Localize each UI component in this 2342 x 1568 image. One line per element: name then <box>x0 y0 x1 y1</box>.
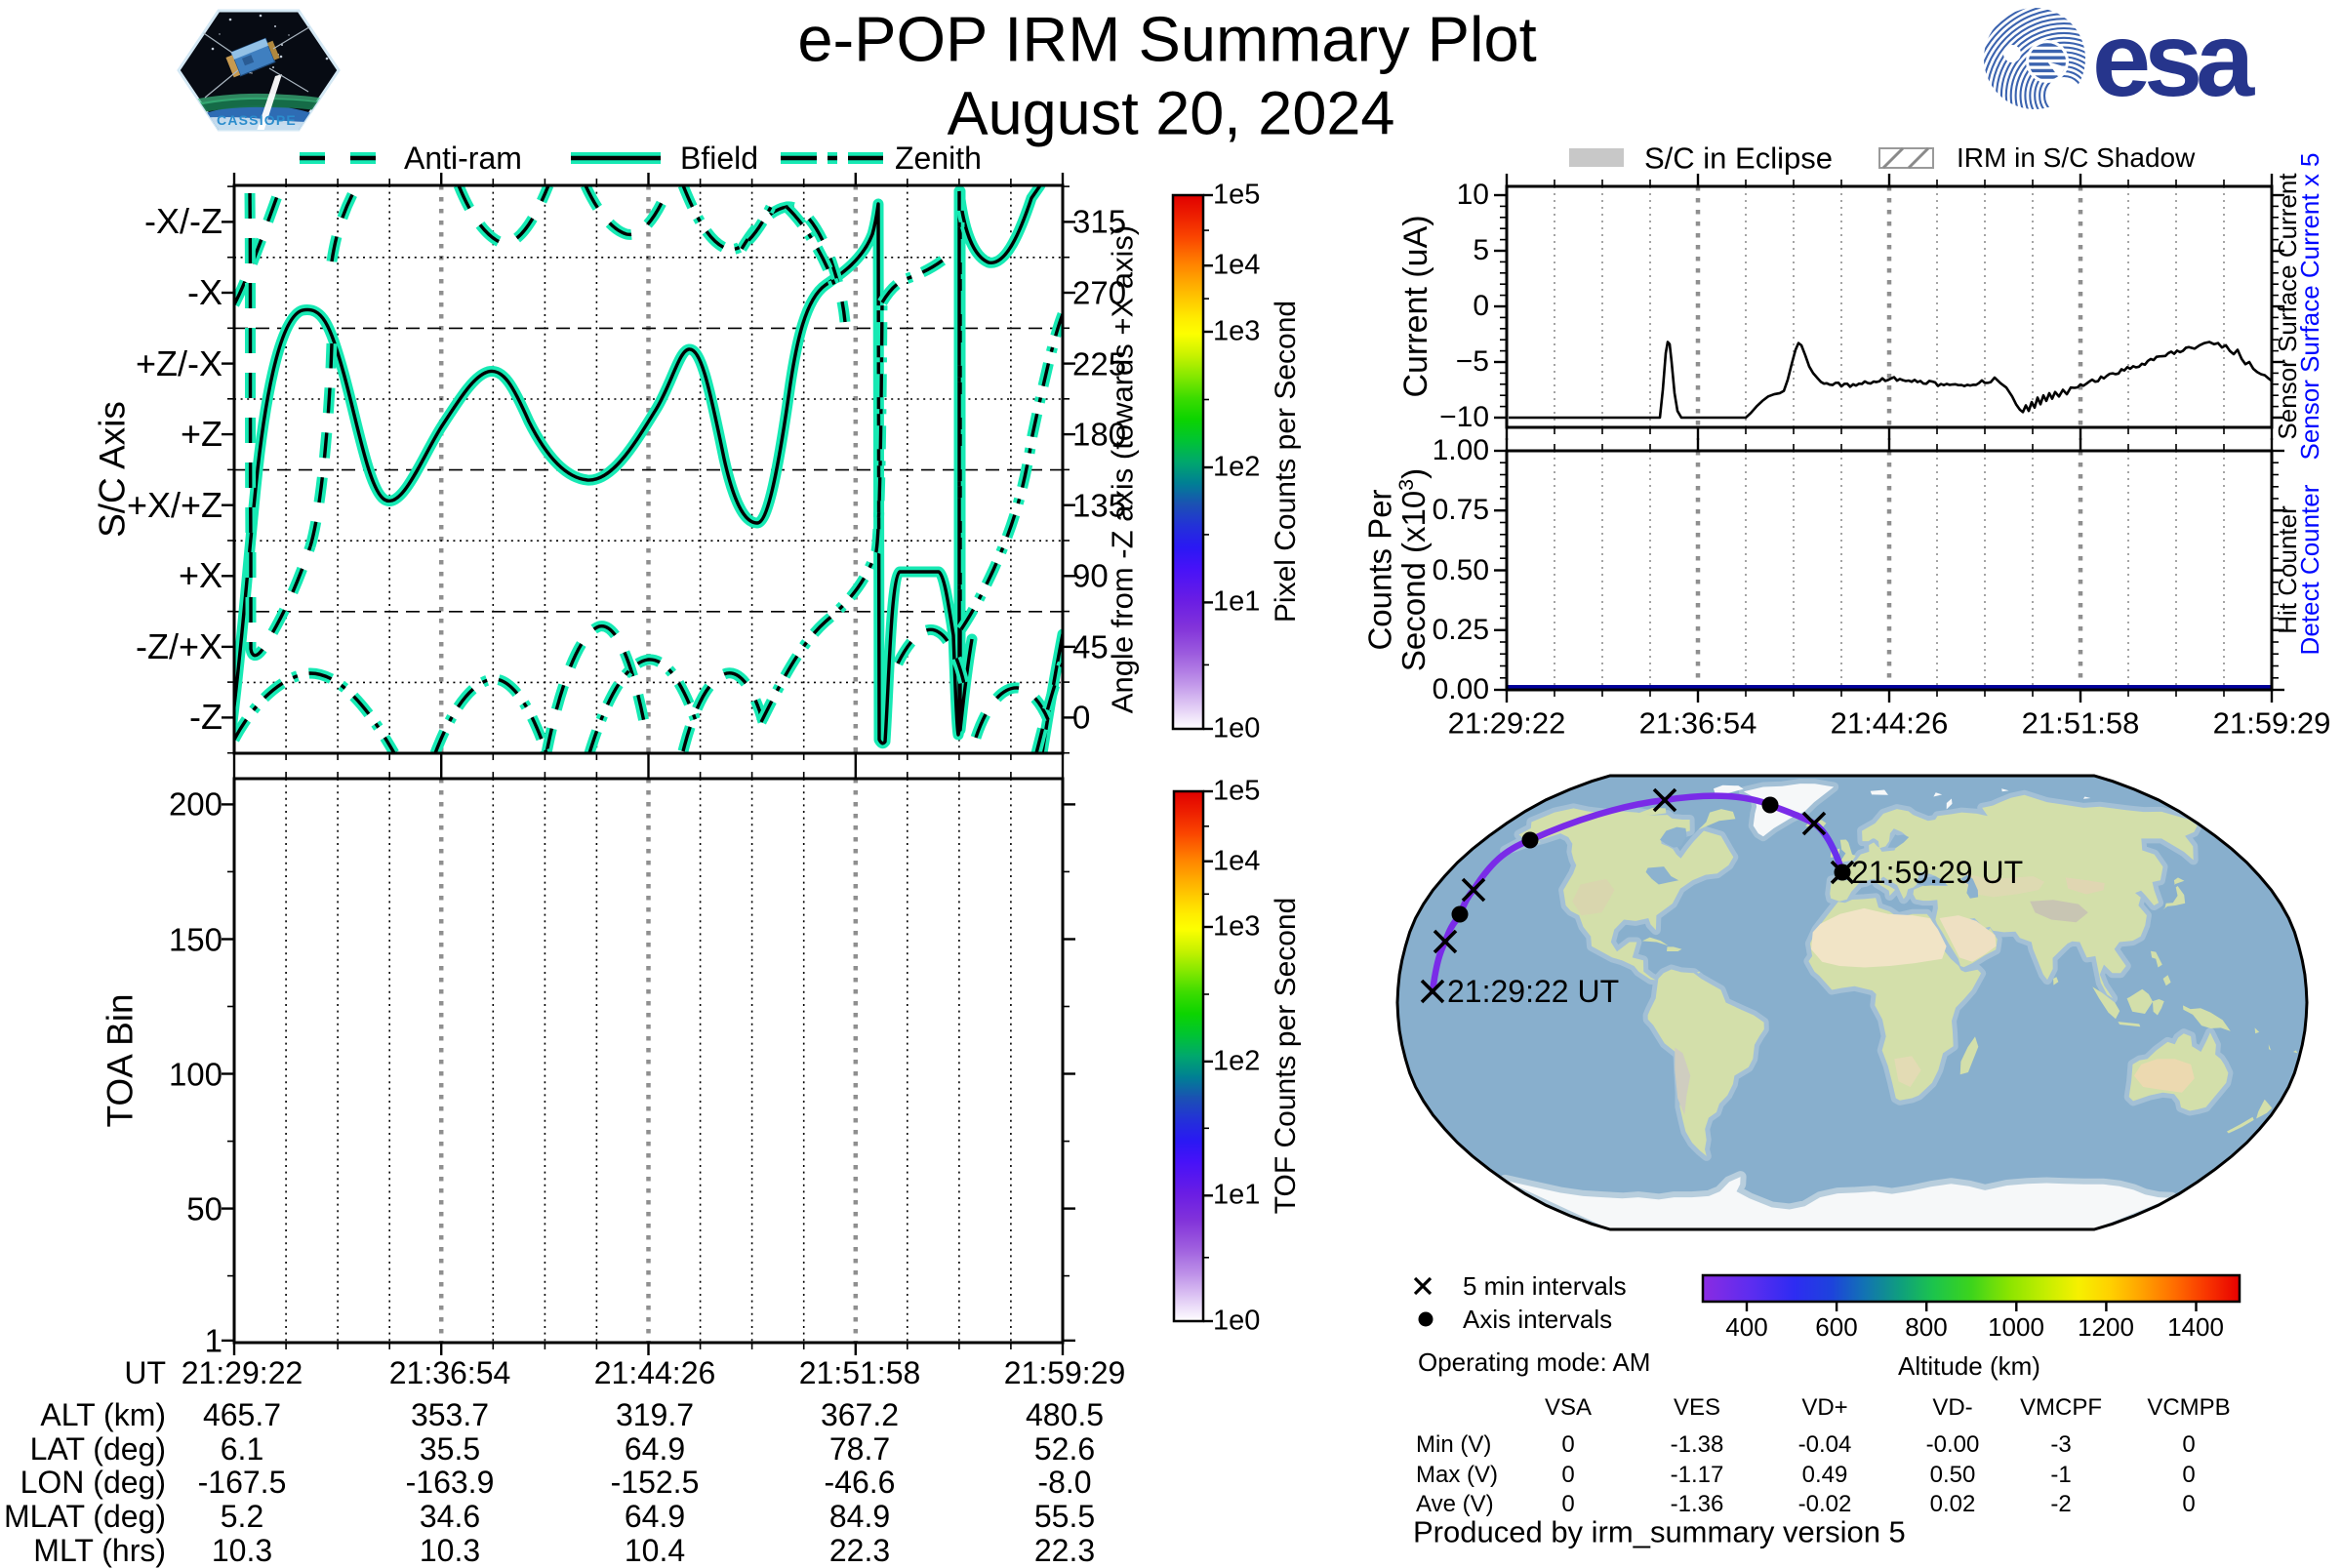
svg-text:esa: esa <box>2092 0 2255 118</box>
svg-text:CASSIOPE: CASSIOPE <box>217 112 297 128</box>
